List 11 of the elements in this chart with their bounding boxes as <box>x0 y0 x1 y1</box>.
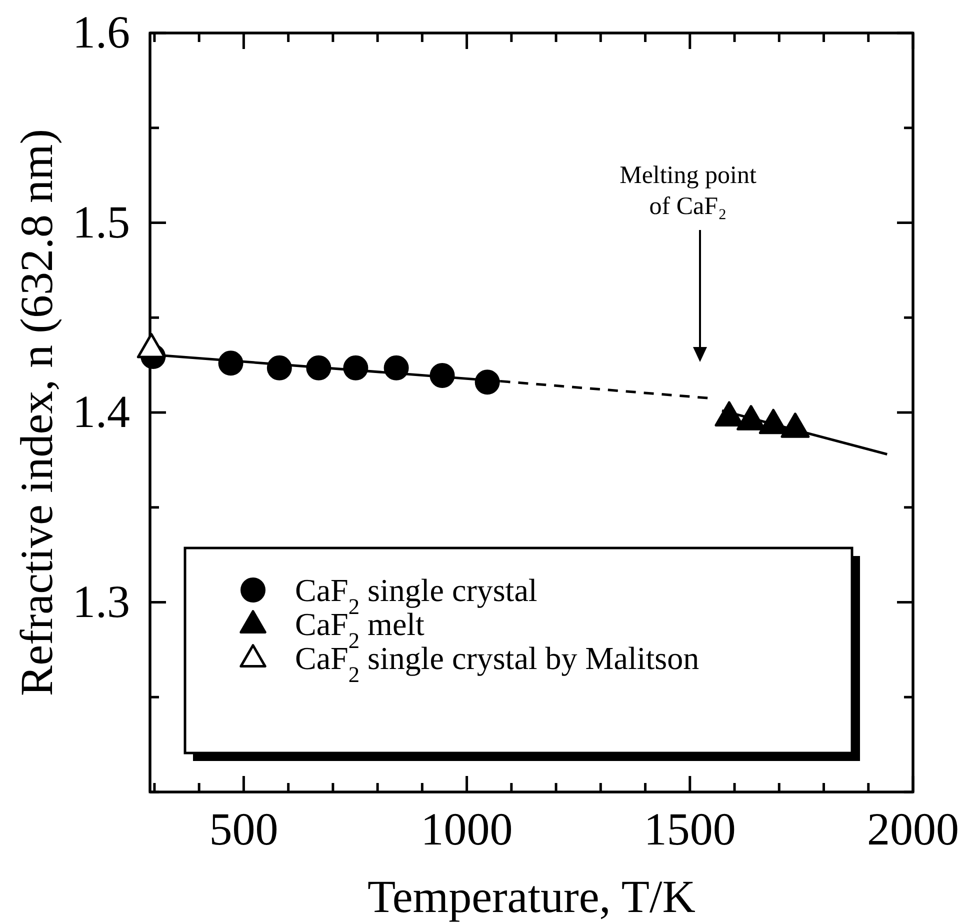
annotation: Melting point of CaF₂ <box>620 162 756 220</box>
y-tick-label: 1.6 <box>72 6 130 58</box>
y-tick-label: 1.4 <box>72 386 130 438</box>
y-tick-label: 1.5 <box>72 196 130 248</box>
x-tick-label: 1500 <box>644 804 736 855</box>
y-axis-title: Refractive index, n (632.8 nm) <box>11 128 62 696</box>
y-tick-label: 1.3 <box>72 576 130 627</box>
x-tick-label: 1000 <box>420 804 513 855</box>
x-tick-label: 2000 <box>867 804 959 855</box>
x-tick-label: 500 <box>209 804 278 855</box>
x-axis-title: Temperature, T/K <box>367 871 696 922</box>
